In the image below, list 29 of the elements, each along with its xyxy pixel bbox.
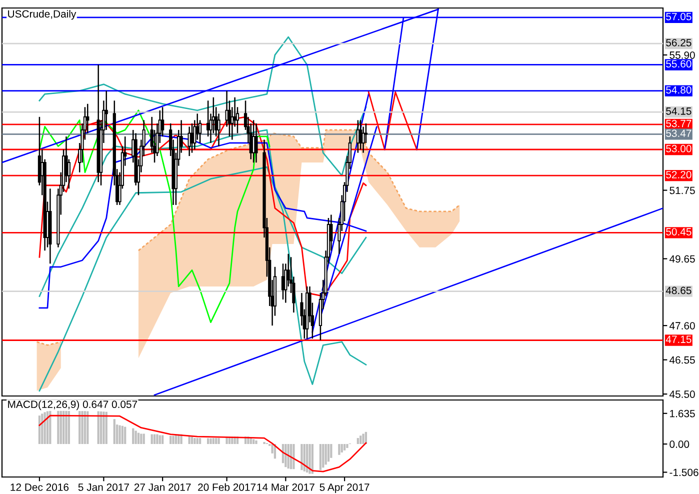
ref-line-label: 53.00: [666, 144, 692, 152]
x-tick-label: 12 Dec 2016: [10, 484, 69, 491]
ref-line-label: 53.77: [666, 120, 692, 128]
ref-line-label: 55.60: [666, 60, 692, 68]
ref-line-label: 52.20: [666, 171, 692, 178]
y-tick-label: 51.75: [670, 186, 695, 194]
y-tick-label: 47.60: [669, 322, 695, 330]
chart-title: USCrude,Daily: [8, 10, 76, 20]
ref-line-label: 50.45: [666, 228, 692, 236]
ref-line-label: 48.65: [666, 286, 692, 294]
y-tick-label: 49.65: [669, 255, 695, 263]
ref-line-label: 53.47: [666, 130, 692, 137]
ref-line-label: 47.15: [666, 336, 692, 344]
x-tick-label: 5 Apr 2017: [320, 484, 370, 493]
y-tick-label: 55.90: [670, 51, 695, 59]
chart-title: MACD(12,26,9) 0.647 0.057: [8, 400, 138, 410]
x-tick-label: 20 Feb 2017: [198, 483, 256, 491]
ref-line-label: 57.05: [666, 12, 692, 20]
y-tick-label: 45.50: [669, 390, 695, 398]
y-tick-label: 0.00: [670, 440, 690, 448]
y-tick-label: 1.635: [670, 410, 695, 418]
ref-line-label: 54.80: [666, 86, 692, 94]
y-tick-label: 46.55: [669, 356, 695, 364]
ref-line-label: 56.25: [666, 38, 692, 46]
x-tick-label: 27 Jan 2017: [134, 484, 191, 491]
x-tick-label: 14 Mar 2017: [257, 484, 314, 491]
y-tick-label: -1.506: [670, 468, 698, 476]
x-tick-label: 5 Jan 2017: [78, 484, 129, 491]
ref-line-label: 54.15: [666, 108, 692, 115]
